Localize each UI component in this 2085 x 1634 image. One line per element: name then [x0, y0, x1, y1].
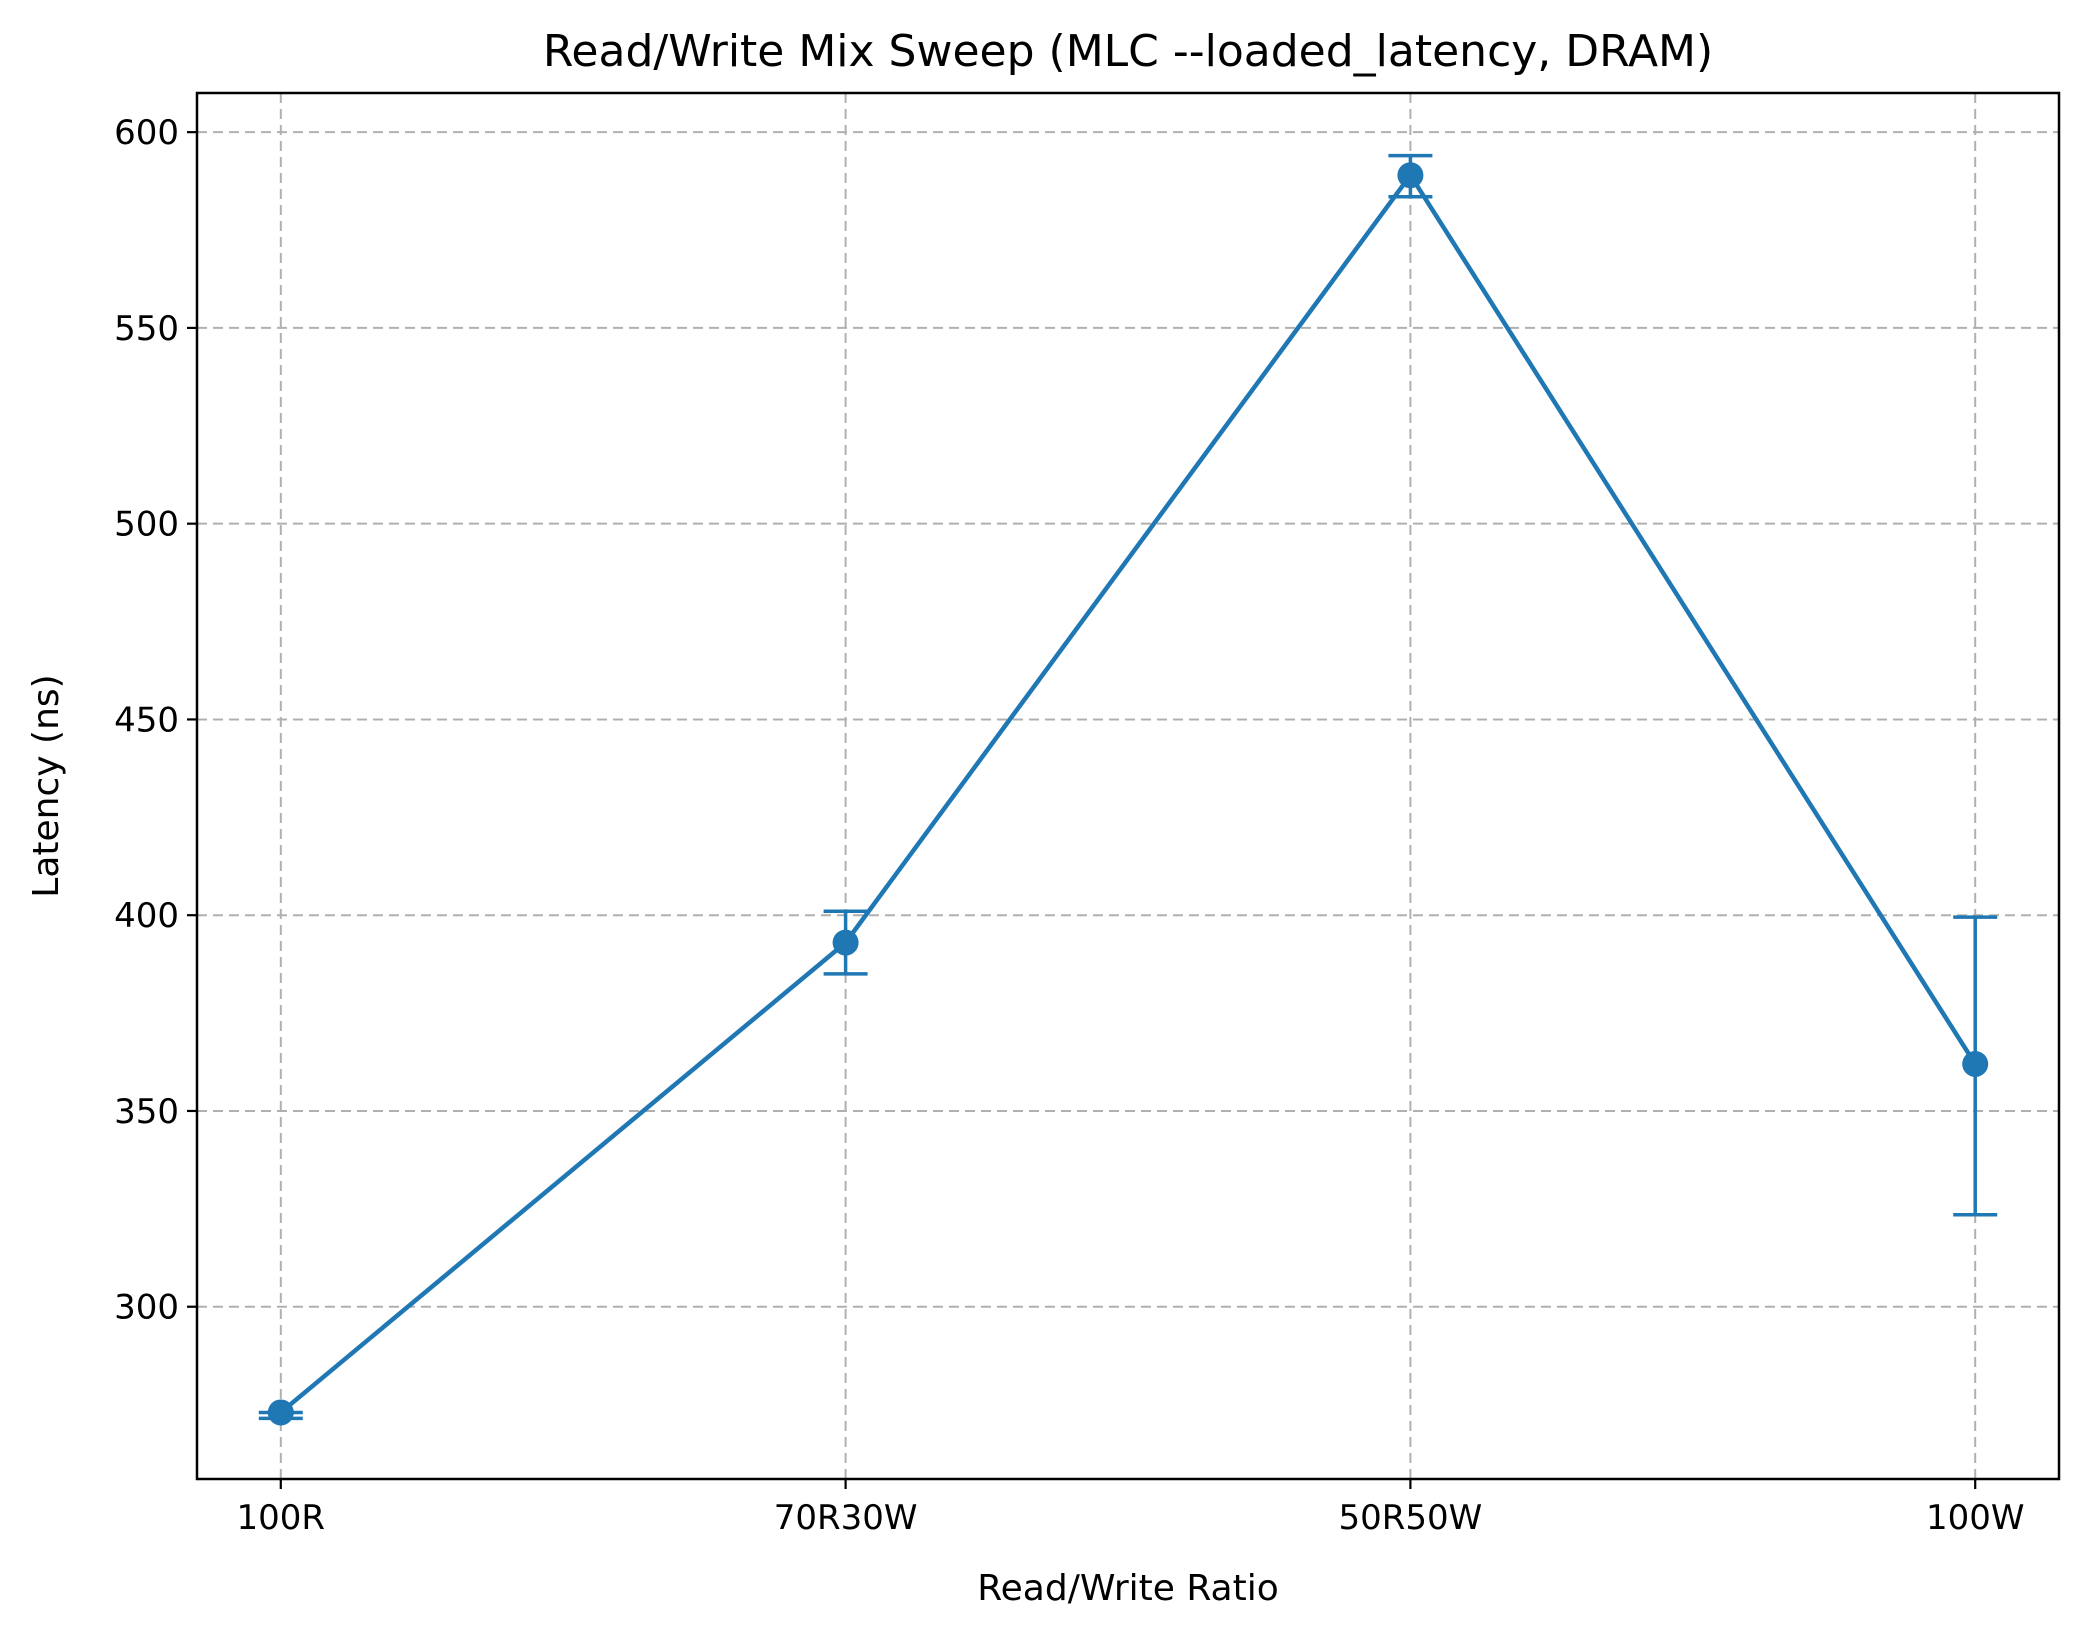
y-tick-label: 450 [114, 700, 179, 740]
y-tick-label: 550 [114, 309, 179, 349]
plot-frame [195, 91, 2061, 1481]
series-latency [258, 153, 1998, 1426]
x-tick-label: 50R50W [1339, 1498, 1483, 1538]
y-tick-label: 500 [114, 505, 179, 545]
grid [197, 93, 2059, 1479]
data-point [1962, 1050, 1989, 1077]
y-tick-label: 350 [114, 1092, 179, 1132]
y-tick-label: 600 [114, 113, 179, 153]
x-tick-label: 100W [1926, 1498, 2025, 1538]
axis-ticks: 100R 70R30W 50R50W 100W 300 350 400 450 500 550 60… [114, 113, 2024, 1538]
y-tick-label: 400 [114, 896, 179, 936]
y-axis-label: Latency (ns) [26, 674, 67, 897]
data-point [267, 1399, 294, 1426]
x-tick-label: 70R30W [774, 1498, 918, 1538]
y-tick-label: 300 [114, 1288, 179, 1328]
x-axis-label: Read/Write Ratio [977, 1568, 1279, 1609]
chart-title: Read/Write Mix Sweep (MLC --loaded_laten… [543, 26, 1713, 77]
x-tick-label: 100R [237, 1498, 326, 1538]
data-point [832, 929, 859, 956]
data-point [1397, 162, 1424, 189]
series-line [279, 172, 1978, 1415]
